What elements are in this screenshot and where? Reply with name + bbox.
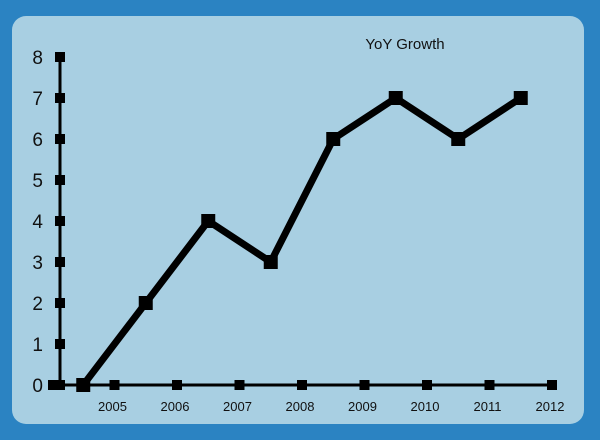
y-tick-mark bbox=[55, 175, 65, 185]
x-tick-mark bbox=[48, 380, 58, 390]
y-tick-mark bbox=[55, 298, 65, 308]
x-tick-mark bbox=[172, 380, 182, 390]
y-tick-mark bbox=[55, 216, 65, 226]
data-point bbox=[513, 91, 528, 105]
chart-title: YoY Growth bbox=[365, 36, 444, 53]
y-tick-label: 7 bbox=[32, 89, 43, 110]
x-tick-mark bbox=[484, 380, 495, 390]
y-tick-label: 2 bbox=[32, 294, 43, 315]
x-tick-label: 2012 bbox=[536, 399, 565, 414]
x-tick-mark bbox=[297, 380, 307, 390]
x-tick-label: 2008 bbox=[286, 399, 315, 414]
y-tick-mark bbox=[55, 380, 65, 390]
y-tick-label: 3 bbox=[32, 253, 43, 274]
y-tick-label: 4 bbox=[32, 212, 43, 233]
x-tick-mark bbox=[547, 380, 557, 390]
y-tick-mark bbox=[55, 134, 65, 144]
data-point bbox=[138, 296, 153, 310]
data-point bbox=[451, 132, 466, 146]
data-point bbox=[263, 255, 278, 269]
data-point bbox=[326, 132, 341, 146]
x-tick-label: 2011 bbox=[474, 399, 502, 414]
x-tick-mark bbox=[109, 380, 120, 390]
axes: 0 1 2 3 4 5 6 7 8 2005 2006 2007 2008 2009 2010 2011 201… bbox=[32, 48, 564, 414]
x-tick-label: 2010 bbox=[411, 399, 440, 414]
y-tick-mark bbox=[55, 93, 65, 103]
y-tick-label: 1 bbox=[32, 335, 43, 356]
series-group bbox=[76, 91, 528, 392]
x-tick-mark bbox=[422, 380, 432, 390]
y-tick-mark bbox=[55, 339, 65, 349]
y-tick-mark bbox=[55, 52, 65, 62]
data-point bbox=[76, 378, 91, 392]
y-tick-mark bbox=[55, 257, 65, 267]
x-tick-mark bbox=[359, 380, 370, 390]
data-point bbox=[388, 91, 403, 105]
x-tick-label: 2006 bbox=[161, 399, 190, 414]
y-tick-label: 0 bbox=[32, 376, 43, 397]
data-point bbox=[201, 214, 216, 228]
y-tick-label: 8 bbox=[32, 48, 43, 69]
x-tick-label: 2007 bbox=[223, 399, 252, 414]
x-tick-label: 2005 bbox=[98, 399, 127, 414]
y-tick-label: 5 bbox=[32, 171, 43, 192]
y-tick-label: 6 bbox=[32, 130, 43, 151]
series-line bbox=[80, 93, 523, 388]
x-tick-mark bbox=[234, 380, 245, 390]
x-tick-label: 2009 bbox=[348, 399, 377, 414]
